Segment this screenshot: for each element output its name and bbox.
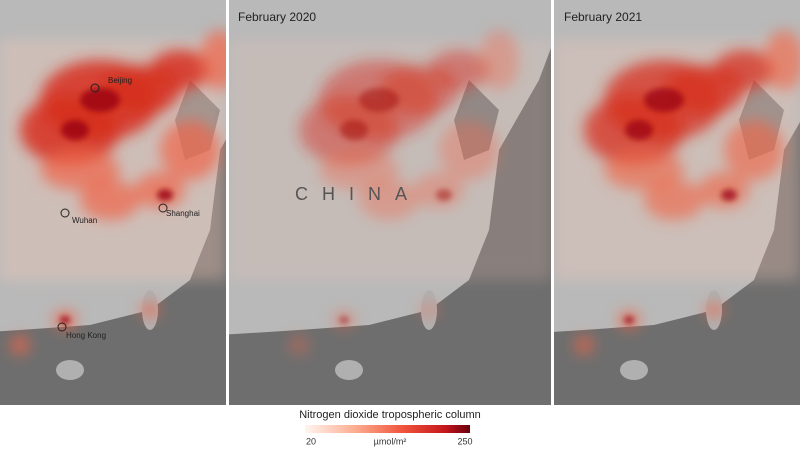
island	[335, 360, 363, 380]
no2-core	[624, 316, 634, 324]
city-marker	[57, 322, 67, 332]
no2-blob	[419, 302, 439, 318]
no2-blob	[699, 172, 749, 208]
legend-unit: µmol/m²	[374, 436, 407, 446]
no2-core	[60, 316, 70, 324]
no2-blob	[479, 30, 519, 90]
panel-label: February 2021	[564, 10, 642, 24]
no2-core	[625, 120, 653, 140]
no2-blob	[150, 50, 210, 90]
city-label: Beijing	[108, 76, 132, 85]
city-label: Wuhan	[72, 216, 97, 225]
no2-blob	[414, 172, 464, 208]
no2-blob	[439, 120, 499, 180]
no2-blob	[319, 150, 399, 190]
no2-core	[721, 189, 737, 201]
pollution	[289, 30, 519, 355]
map-panel	[229, 0, 551, 405]
city-label: Hong Kong	[66, 331, 106, 340]
no2-core	[644, 88, 684, 112]
no2-core	[61, 120, 89, 140]
no2-blob	[40, 150, 120, 190]
no2-blob	[160, 120, 220, 180]
no2-core	[339, 316, 349, 324]
pollution-core	[339, 88, 452, 324]
sea	[229, 48, 551, 405]
city-marker	[60, 208, 70, 218]
country-label: CHINA	[295, 184, 421, 204]
no2-blob	[604, 150, 684, 190]
colorbar	[305, 425, 470, 433]
island	[620, 360, 648, 380]
no2-blob	[80, 180, 140, 220]
no2-blob	[10, 335, 30, 355]
no2-core	[359, 88, 399, 112]
separator	[226, 0, 229, 405]
city-marker	[158, 203, 168, 213]
no2-blob	[724, 120, 784, 180]
no2-blob	[135, 172, 185, 208]
no2-blob	[140, 302, 160, 318]
pollution-core	[624, 88, 737, 324]
no2-core	[436, 189, 452, 201]
no2-core	[340, 120, 368, 140]
no2-blob	[429, 50, 489, 90]
no2-core	[80, 88, 120, 112]
map-panel	[0, 0, 226, 405]
no2-blob	[200, 30, 226, 90]
no2-blob	[644, 180, 704, 220]
map-panels	[0, 0, 800, 405]
no2-blob	[714, 50, 774, 90]
legend-max: 250	[457, 436, 472, 446]
no2-blob	[574, 335, 594, 355]
no2-blob	[289, 335, 309, 355]
legend-min: 20	[306, 436, 316, 446]
city-marker	[90, 83, 100, 93]
panel-label: February 2020	[238, 10, 316, 24]
no2-blob	[359, 180, 419, 220]
island	[56, 360, 84, 380]
no2-blob	[764, 30, 800, 90]
no2-core	[157, 189, 173, 201]
sea	[554, 122, 800, 405]
legend-title: Nitrogen dioxide tropospheric column	[299, 409, 481, 421]
map-panel	[554, 0, 800, 405]
city-label: Shanghai	[166, 209, 200, 218]
separator	[551, 0, 554, 405]
no2-blob	[704, 302, 724, 318]
pollution-core	[60, 88, 173, 324]
sea	[0, 139, 226, 405]
